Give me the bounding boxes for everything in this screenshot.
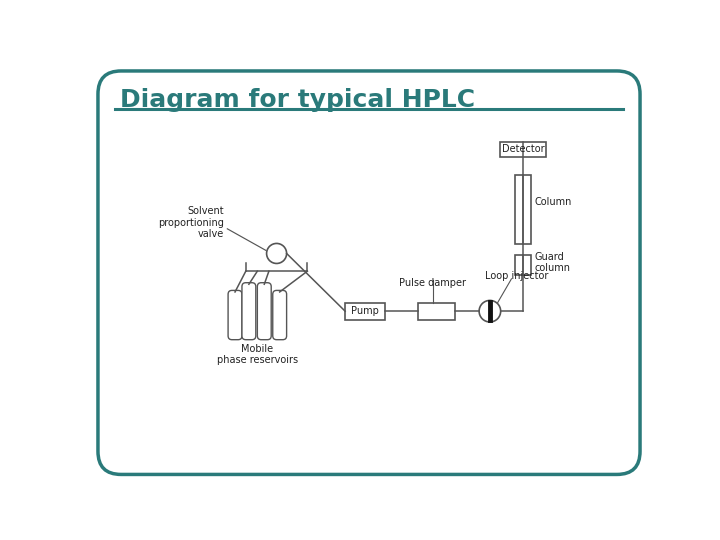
Bar xyxy=(516,175,531,244)
Bar xyxy=(500,142,546,157)
Bar xyxy=(516,255,531,275)
Bar xyxy=(418,303,455,320)
FancyBboxPatch shape xyxy=(228,291,242,340)
Text: Pump: Pump xyxy=(351,306,379,316)
FancyBboxPatch shape xyxy=(257,283,271,340)
Text: Guard
column: Guard column xyxy=(534,252,570,273)
FancyBboxPatch shape xyxy=(273,291,287,340)
FancyBboxPatch shape xyxy=(242,283,256,340)
FancyBboxPatch shape xyxy=(98,71,640,475)
Text: Column: Column xyxy=(534,197,572,207)
Bar xyxy=(345,303,385,320)
Text: Loop injector: Loop injector xyxy=(485,271,549,281)
Circle shape xyxy=(479,300,500,322)
Text: Mobile
phase reservoirs: Mobile phase reservoirs xyxy=(217,343,298,365)
Text: Pulse damper: Pulse damper xyxy=(400,278,467,288)
Text: Solvent
proportioning
valve: Solvent proportioning valve xyxy=(158,206,224,239)
Text: Diagram for typical HPLC: Diagram for typical HPLC xyxy=(120,88,474,112)
Text: Detector: Detector xyxy=(502,145,544,154)
Circle shape xyxy=(266,244,287,264)
